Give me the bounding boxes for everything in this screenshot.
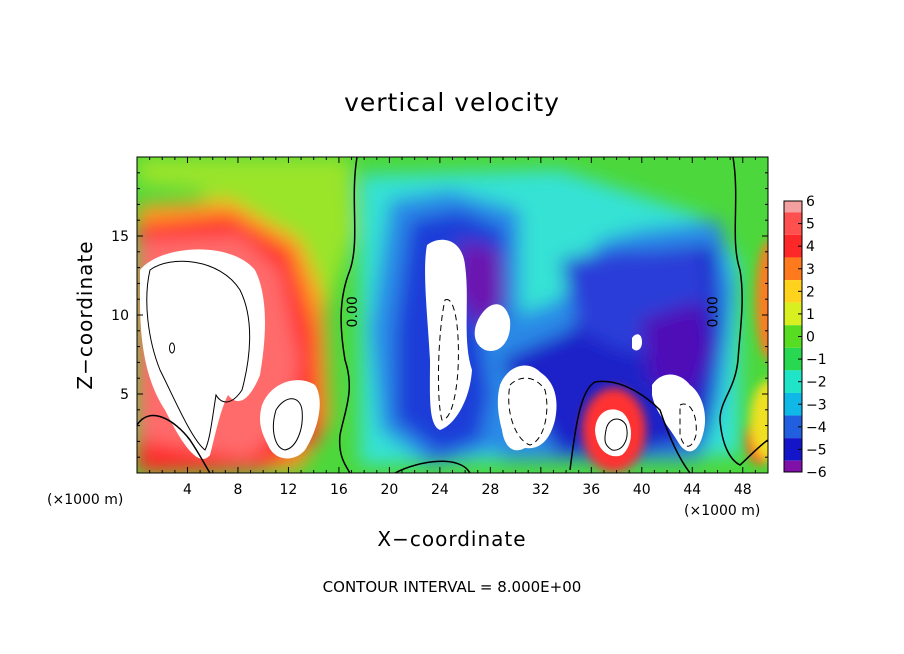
colorbar-swatch (784, 257, 802, 281)
colorbar-swatch (784, 438, 802, 461)
x-unit-left: (×1000 m) (47, 492, 124, 508)
y-axis-label: Z−coordinate (73, 240, 97, 390)
x-tick-label: 40 (633, 482, 651, 498)
colorbar-swatch (784, 347, 802, 371)
colorbar-tick-label: 3 (806, 262, 815, 278)
colorbar-swatch (784, 325, 802, 348)
contour-labels: 0.00 0.00 (345, 296, 721, 327)
x-tick-label: 24 (431, 482, 449, 498)
positive-contours (146, 260, 628, 451)
colorbar-swatch (784, 392, 802, 416)
y-tick-label: 10 (111, 308, 129, 324)
colorbar-tick-label: 4 (806, 239, 815, 255)
x-tick-label: 32 (532, 482, 550, 498)
y-tick-label: 15 (111, 229, 129, 245)
colorbar-swatch (784, 212, 802, 235)
chart-title: vertical velocity (344, 88, 560, 117)
x-tick-label: 44 (683, 482, 701, 498)
zero-contours (137, 157, 768, 473)
colorbar-tick-label: 6 (806, 194, 815, 210)
colorbar-tick-label: −1 (806, 352, 827, 368)
updraft-core-left (140, 249, 265, 459)
contour-interval-note: CONTOUR INTERVAL = 8.000E+00 (322, 578, 582, 596)
x-unit-right: (×1000 m) (684, 503, 761, 519)
x-tick-label: 28 (481, 482, 499, 498)
x-tick-label: 12 (280, 482, 298, 498)
x-axis-label: X−coordinate (377, 527, 527, 551)
x-tick-label: 4 (183, 482, 192, 498)
colorbar-swatch (784, 234, 802, 258)
x-tick-label: 48 (734, 482, 752, 498)
colorbar-tick-label: −3 (806, 397, 827, 413)
zero-contour-label: 0.00 (345, 296, 361, 327)
x-tick-label: 20 (380, 482, 398, 498)
x-axis: 4 8 12 16 20 24 28 32 36 40 44 48 (149, 157, 756, 498)
x-tick-label: 8 (233, 482, 242, 498)
velocity-field (137, 157, 768, 473)
x-tick-label: 16 (330, 482, 348, 498)
colorbar-swatch (784, 201, 802, 213)
colorbar-tick-label: 5 (806, 217, 815, 233)
y-tick-label: 5 (120, 387, 129, 403)
colorbar-tick-label: 1 (806, 307, 815, 323)
colorbar-swatch (784, 280, 802, 303)
colorbar-swatch (784, 460, 802, 472)
downdraft-core-2 (497, 365, 557, 451)
colorbar-tick-label: −6 (806, 465, 827, 481)
colorbar-tick-label: 0 (806, 330, 815, 346)
y-axis: 5 10 15 (111, 172, 768, 458)
downdraft-core-3 (652, 374, 706, 452)
colorbar: 6 5 4 3 2 1 0 −1 −2 −3 −4 −5 −6 (783, 194, 827, 481)
x-tick-label: 36 (582, 482, 600, 498)
colorbar-tick-label: −2 (806, 375, 827, 391)
colorbar-swatch (784, 370, 802, 393)
negative-contours (437, 299, 697, 447)
colorbar-tick-label: −5 (806, 442, 827, 458)
downdraft-core-1 (425, 239, 472, 430)
zero-contour-label: 0.00 (706, 296, 722, 327)
colorbar-tick-label: −4 (806, 420, 827, 436)
colorbar-tick-label: 2 (806, 284, 815, 300)
colorbar-swatch (784, 302, 802, 326)
colorbar-swatch (784, 415, 802, 439)
